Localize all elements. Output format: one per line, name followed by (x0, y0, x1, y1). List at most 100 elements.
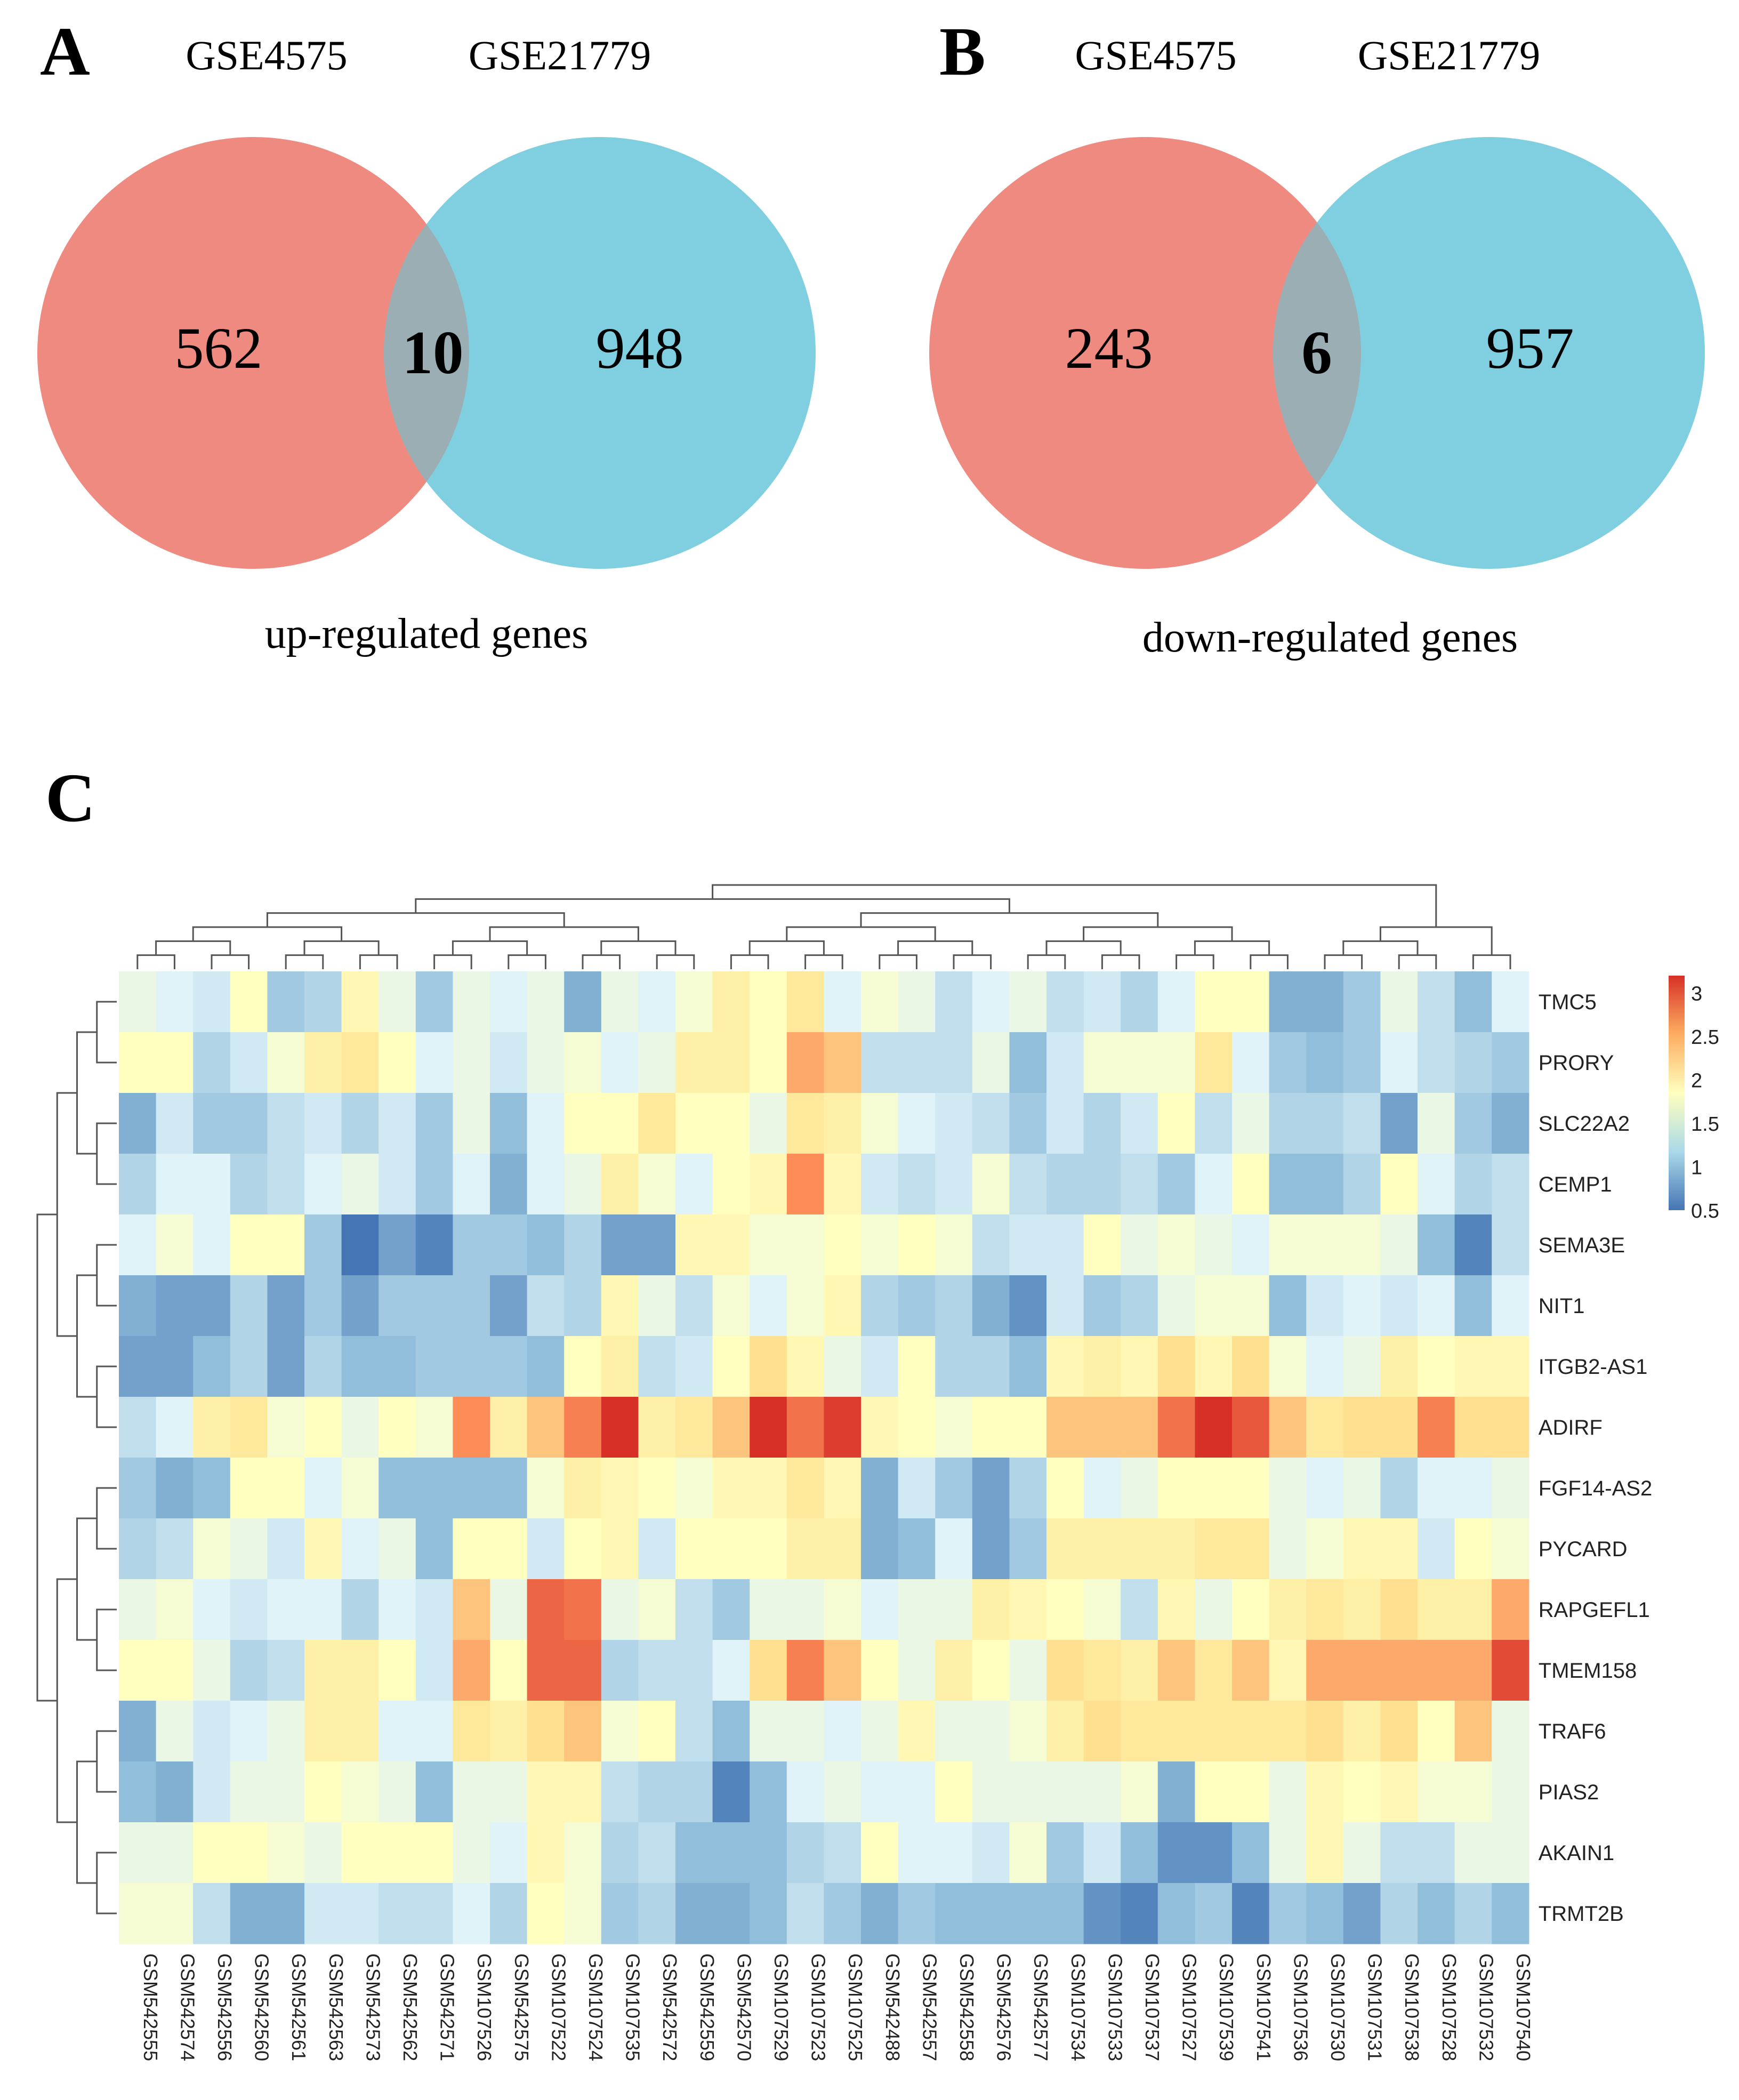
heatmap-cell (379, 1275, 416, 1337)
heatmap-cell (1083, 1883, 1121, 1944)
heatmap-cell (119, 1518, 157, 1580)
heatmap-cell (861, 1458, 899, 1519)
heatmap-cell (193, 1640, 231, 1701)
heatmap-cell (675, 1761, 713, 1823)
column-dendrogram-branch (1379, 926, 1493, 955)
heatmap-cell (1009, 1458, 1047, 1519)
row-dendrogram-branch (56, 1578, 77, 1823)
column-label: GSM542557 (919, 1953, 940, 2061)
column-label: GSM107533 (1104, 1953, 1126, 2061)
heatmap-cell (119, 1822, 157, 1884)
heatmap-cell (972, 1214, 1010, 1276)
heatmap-cell (1232, 1458, 1270, 1519)
heatmap-cell (341, 1032, 379, 1093)
heatmap-cell (230, 1640, 268, 1701)
heatmap-cell (898, 1336, 936, 1397)
heatmap-cell (861, 1701, 899, 1762)
heatmap-cell (1269, 1883, 1307, 1944)
heatmap-cell (341, 1761, 379, 1823)
heatmap-cell (453, 1336, 490, 1397)
heatmap-cell (415, 1640, 453, 1701)
heatmap-cell (1418, 1822, 1455, 1884)
heatmap-cell (1454, 1275, 1492, 1337)
heatmap-cell (712, 1275, 750, 1337)
heatmap-cell (935, 1883, 973, 1944)
heatmap-cell (1195, 971, 1233, 1033)
heatmap-cell (1306, 1640, 1344, 1701)
heatmap-cell (861, 1822, 899, 1884)
column-dendrogram-branch (1342, 940, 1419, 955)
heatmap-cell (935, 1397, 973, 1458)
color-scale-tick-label: 2 (1691, 1070, 1702, 1092)
row-dendrogram-branch (96, 1852, 117, 1914)
heatmap-cell (1121, 1154, 1158, 1215)
heatmap-cell (379, 1761, 416, 1823)
heatmap-cell (638, 1579, 676, 1640)
heatmap-cell (786, 1214, 824, 1276)
heatmap-cell (1083, 1822, 1121, 1884)
column-label: GSM542559 (696, 1953, 718, 2061)
heatmap-cell (453, 1883, 490, 1944)
heatmap-cell (304, 1822, 342, 1884)
heatmap-cell (1306, 1883, 1344, 1944)
heatmap-cell (601, 1701, 639, 1762)
heatmap-cell (230, 1397, 268, 1458)
heatmap-cell (267, 1214, 305, 1276)
heatmap-cell (304, 1761, 342, 1823)
heatmap-cell (935, 1032, 973, 1093)
heatmap-cell (1232, 1518, 1270, 1580)
row-dendrogram-branch (56, 1092, 77, 1337)
heatmap-cell (527, 1458, 565, 1519)
heatmap-cell (1269, 1154, 1307, 1215)
column-dendrogram-branch (879, 954, 917, 969)
heatmap-cell (415, 1214, 453, 1276)
row-dendrogram-branch (96, 1608, 117, 1671)
heatmap-cell (824, 971, 862, 1033)
row-label: TMC5 (1539, 991, 1597, 1014)
heatmap-cell (230, 1883, 268, 1944)
heatmap-cell (1083, 1397, 1121, 1458)
heatmap-cell (1232, 1761, 1270, 1823)
heatmap-cell (1009, 1397, 1047, 1458)
heatmap-cell (415, 1032, 453, 1093)
heatmap-cell (1269, 1093, 1307, 1154)
heatmap-cell (341, 1883, 379, 1944)
heatmap-cell (527, 1701, 565, 1762)
heatmap-cell (935, 1518, 973, 1580)
heatmap-cell (1121, 1336, 1158, 1397)
heatmap-cell (1306, 1518, 1344, 1580)
column-dendrogram-branch (1083, 926, 1233, 942)
heatmap-cell (861, 1093, 899, 1154)
heatmap-cell (341, 1822, 379, 1884)
heatmap-cell (1492, 1761, 1529, 1823)
heatmap-cell (675, 1397, 713, 1458)
heatmap-cell (861, 1032, 899, 1093)
heatmap-cell (712, 1458, 750, 1519)
heatmap-cell (1343, 1883, 1381, 1944)
heatmap-cell (786, 1154, 824, 1215)
heatmap-cell (1418, 1093, 1455, 1154)
heatmap-cell (1157, 1214, 1195, 1276)
column-label: GSM107530 (1327, 1953, 1349, 2061)
heatmap-cell (119, 1701, 157, 1762)
heatmap-cell (379, 1701, 416, 1762)
heatmap-cell (490, 1883, 528, 1944)
heatmap-cell (490, 1275, 528, 1337)
heatmap-cell (193, 971, 231, 1033)
heatmap-cell (453, 1579, 490, 1640)
heatmap-cell (156, 1640, 194, 1701)
heatmap-cell (1232, 1154, 1270, 1215)
heatmap-cell (156, 1032, 194, 1093)
heatmap-cell (824, 1275, 862, 1337)
heatmap-cell (1343, 1397, 1381, 1458)
heatmap-cell (712, 1701, 750, 1762)
heatmap-cell (1492, 1397, 1529, 1458)
column-label: GSM542575 (511, 1953, 533, 2061)
heatmap-cell (490, 1154, 528, 1215)
column-label: GSM542560 (251, 1953, 273, 2061)
heatmap-cell (490, 1761, 528, 1823)
heatmap-cell (230, 1822, 268, 1884)
heatmap-cell (972, 1883, 1010, 1944)
column-label: GSM542572 (659, 1953, 681, 2061)
heatmap-cell (972, 1336, 1010, 1397)
